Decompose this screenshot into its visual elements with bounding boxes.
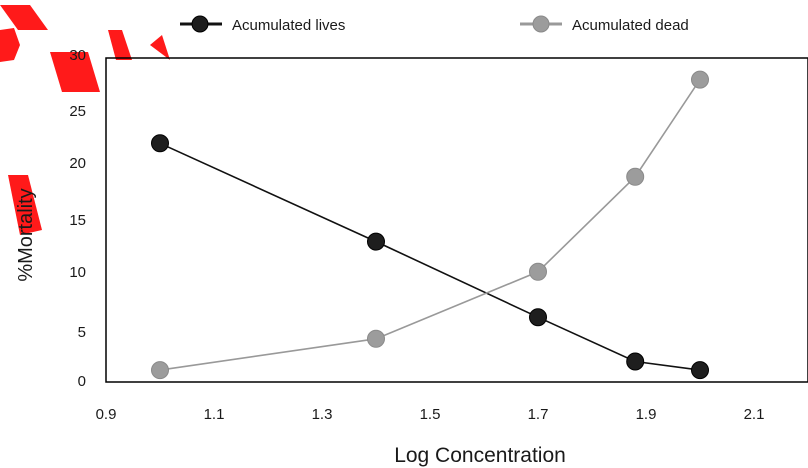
y-tick-label: 15 [69, 212, 86, 229]
y-tick-labels: 0 5 10 15 20 25 30 [69, 47, 86, 390]
watermark-mark [0, 5, 170, 235]
watermark-shape-bar [50, 52, 100, 92]
x-tick-labels: 0.9 1.1 1.3 1.5 1.7 1.9 2.1 [96, 406, 765, 423]
data-point [367, 232, 385, 251]
data-point [626, 167, 645, 186]
series-line [159, 142, 701, 371]
y-tick-label: 25 [69, 103, 86, 120]
legend-item-dead: Acumulated dead [520, 15, 689, 34]
legend-label-dead: Acumulated dead [572, 17, 689, 34]
series-dead [151, 70, 709, 380]
x-tick-label: 2.1 [744, 406, 765, 423]
x-tick-label: 1.1 [204, 406, 225, 423]
y-tick-label: 30 [69, 47, 86, 64]
watermark-shape-tri [150, 35, 170, 60]
data-point [151, 134, 169, 153]
data-point [151, 361, 169, 380]
plot-frame [105, 57, 808, 383]
watermark-shape-arc [0, 28, 20, 62]
x-tick-label: 1.5 [420, 406, 441, 423]
x-tick-label: 0.9 [96, 406, 117, 423]
legend-item-lives: Acumulated lives [180, 15, 345, 34]
legend: Acumulated lives Acumulated dead [180, 15, 689, 34]
data-point [367, 329, 385, 348]
data-point [691, 70, 709, 89]
data-point [691, 361, 709, 380]
y-tick-label: 5 [78, 324, 86, 341]
watermark-shape-lower [8, 175, 42, 235]
legend-marker-dead [532, 15, 550, 33]
watermark-shape-wedge [108, 30, 132, 60]
x-tick-label: 1.7 [528, 406, 549, 423]
y-tick-label: 20 [69, 155, 86, 172]
data-point [529, 262, 547, 281]
series-line [159, 79, 701, 371]
x-tick-label: 1.3 [312, 406, 333, 423]
x-tick-label: 1.9 [636, 406, 657, 423]
watermark-shape-top [0, 5, 48, 30]
y-tick-label: 0 [78, 373, 86, 390]
data-point [529, 308, 547, 327]
legend-label-lives: Acumulated lives [232, 17, 345, 34]
data-point [626, 352, 645, 371]
legend-marker-lives [191, 15, 209, 33]
y-axis-title: %Mortality [15, 188, 37, 281]
series-layer [151, 70, 709, 380]
series-lives [151, 134, 709, 380]
x-axis-title: Log Concentration [394, 444, 566, 467]
y-tick-label: 10 [69, 264, 86, 281]
